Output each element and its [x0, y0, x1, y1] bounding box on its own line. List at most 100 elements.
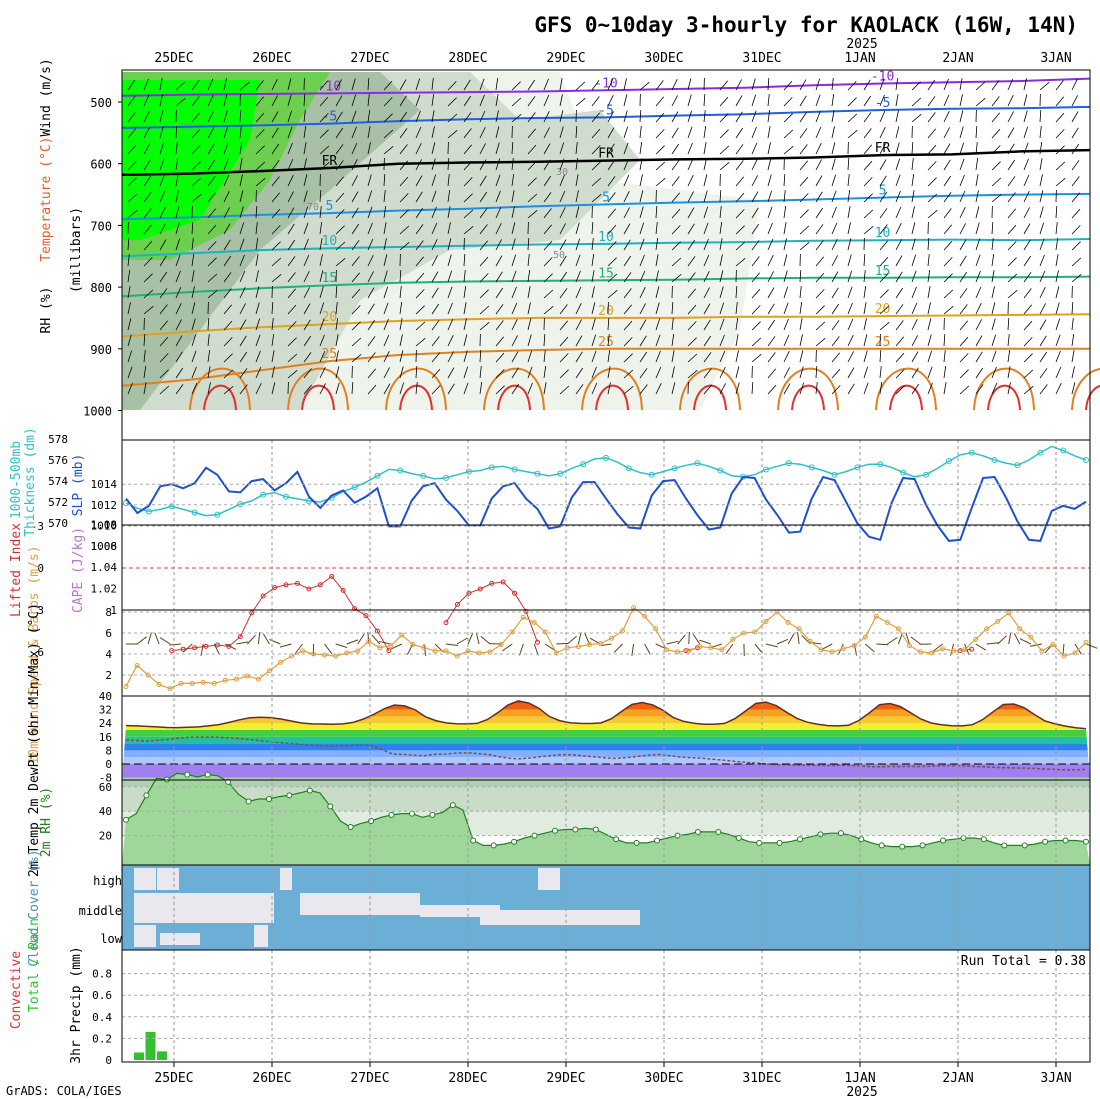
wind-barb — [767, 303, 775, 315]
wind10m-barb — [294, 643, 303, 654]
wind-barb — [719, 302, 725, 315]
wind10m-barb — [644, 643, 651, 655]
wind-barb — [751, 353, 762, 363]
wind-barb — [543, 305, 554, 315]
temp-band — [122, 757, 1090, 764]
wind10m-barb — [692, 633, 701, 645]
wind-barb — [431, 206, 437, 219]
wind10m-speed-point — [333, 653, 339, 659]
wind-barb — [543, 159, 551, 171]
wind-barb — [975, 174, 979, 187]
wind-barb — [207, 176, 216, 187]
wind-barb — [783, 129, 794, 139]
wind-barb — [511, 302, 518, 315]
wind-barb — [559, 110, 564, 123]
thickness-point — [968, 449, 975, 456]
wind-barb — [143, 366, 147, 379]
wind-barb — [895, 304, 904, 315]
wind-barb — [255, 318, 261, 331]
wind-barb — [1039, 384, 1048, 395]
wind-barb — [1055, 350, 1061, 363]
wind-barb — [239, 109, 242, 123]
wind-barb — [143, 94, 150, 107]
thickness-tick: 574 — [48, 475, 68, 488]
wind-barb — [575, 238, 581, 251]
wind-barb — [831, 222, 838, 235]
wind-barb — [431, 271, 439, 283]
wind10m-speed-point — [1039, 648, 1045, 654]
lifted-index-point — [374, 628, 380, 634]
date-label-top: 26DEC — [252, 51, 291, 66]
wind-barb — [623, 369, 634, 379]
wind10m-speed-point — [520, 614, 526, 620]
wind-barb — [623, 110, 628, 123]
wind-barb — [1007, 382, 1011, 395]
wind10m-speed-point — [454, 653, 460, 659]
wind-barb — [367, 126, 371, 139]
wind-barb — [447, 113, 458, 123]
wind-barb — [895, 110, 899, 123]
wind-barb — [847, 206, 851, 219]
wind-barb — [591, 112, 601, 123]
wind-barb — [975, 190, 979, 203]
wind-barb — [175, 142, 178, 155]
wind-barb — [943, 240, 953, 251]
wind-barb — [431, 368, 441, 379]
wind-barb — [447, 157, 450, 171]
wind-barb — [895, 190, 901, 203]
wind-barb — [879, 159, 887, 171]
wind-barb — [463, 318, 467, 331]
wind-barb — [287, 337, 297, 347]
wind-barb — [991, 145, 1001, 155]
wind-barb — [575, 254, 581, 267]
wind-barb — [959, 369, 969, 379]
wind-barb — [847, 97, 857, 107]
ua-ytick-label: 700 — [90, 219, 112, 233]
wind-barb — [287, 191, 294, 203]
wind-barb — [223, 369, 234, 379]
wind-tick: 6 — [105, 627, 112, 640]
wind10m-barb — [876, 643, 889, 646]
wind-barb — [175, 254, 181, 267]
wind-barb — [607, 192, 616, 203]
wind-barb — [623, 158, 629, 171]
wind-barb — [591, 318, 596, 331]
slp-title-part: SLP (mb) — [71, 454, 86, 517]
wind-barb — [1071, 127, 1079, 139]
wind-barb — [879, 382, 883, 395]
wind-barb — [495, 369, 505, 379]
rh2m-point — [837, 830, 844, 837]
wind-barb — [383, 173, 386, 187]
wind-barb — [863, 112, 872, 123]
wind-barb — [607, 317, 610, 331]
wind10m-barb — [545, 643, 556, 652]
wind-barb — [319, 367, 326, 379]
wind-barb — [335, 160, 344, 171]
wind-barb — [591, 350, 597, 363]
wind-barb — [239, 287, 246, 299]
wind-barb — [911, 190, 915, 203]
wind-barb — [511, 351, 519, 363]
wind-barb — [303, 335, 312, 347]
wind-barb — [207, 192, 216, 203]
wind-barb — [879, 256, 889, 267]
wind-barb — [591, 145, 601, 155]
wind-barb — [767, 287, 775, 299]
wind-barb — [575, 384, 584, 395]
wind-barb — [479, 143, 486, 155]
wind-barb — [559, 271, 568, 283]
wind-barb — [799, 144, 808, 155]
wind-barb — [351, 256, 360, 267]
wind-barb — [543, 366, 547, 379]
wind-barb — [655, 270, 659, 283]
temp-contour-label: 25 — [875, 335, 891, 350]
wind10m-speed-point — [222, 677, 228, 683]
wind-barb — [479, 289, 489, 299]
wind-barb — [831, 78, 834, 91]
cloud-cell — [300, 893, 420, 915]
wind-barb — [847, 113, 858, 123]
wind-barb — [207, 289, 218, 299]
wind-barb — [767, 110, 771, 123]
wind10m-barb — [1030, 643, 1042, 647]
wind-barb — [271, 318, 274, 331]
